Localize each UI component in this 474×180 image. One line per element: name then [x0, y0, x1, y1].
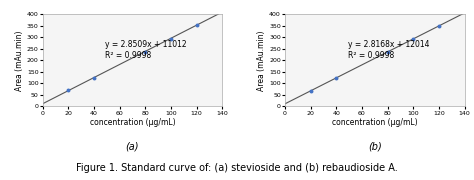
Point — [167, 37, 175, 40]
X-axis label: concentration (µg/mL): concentration (µg/mL) — [90, 118, 175, 127]
Point — [435, 24, 443, 27]
Text: y = 2.8509x + 11012: y = 2.8509x + 11012 — [106, 40, 187, 49]
Text: y = 2.8168x + 12014: y = 2.8168x + 12014 — [348, 40, 429, 49]
Point — [193, 23, 201, 26]
Point — [410, 37, 417, 40]
Text: Figure 1. Standard curve of: (a) stevioside and (b) rebaudioside A.: Figure 1. Standard curve of: (a) stevios… — [76, 163, 398, 173]
Point — [64, 89, 72, 92]
Text: (b): (b) — [368, 141, 382, 151]
Point — [141, 50, 149, 53]
Y-axis label: Area (mAu.min): Area (mAu.min) — [15, 30, 24, 91]
Y-axis label: Area (mAu.min): Area (mAu.min) — [257, 30, 266, 91]
Point — [332, 76, 340, 79]
Point — [307, 89, 314, 92]
Text: R² = 0.9998: R² = 0.9998 — [106, 51, 152, 60]
X-axis label: concentration (µg/mL): concentration (µg/mL) — [332, 118, 418, 127]
Point — [90, 76, 98, 79]
Point — [384, 51, 392, 54]
Text: R² = 0.9998: R² = 0.9998 — [348, 51, 394, 60]
Text: (a): (a) — [126, 141, 139, 151]
